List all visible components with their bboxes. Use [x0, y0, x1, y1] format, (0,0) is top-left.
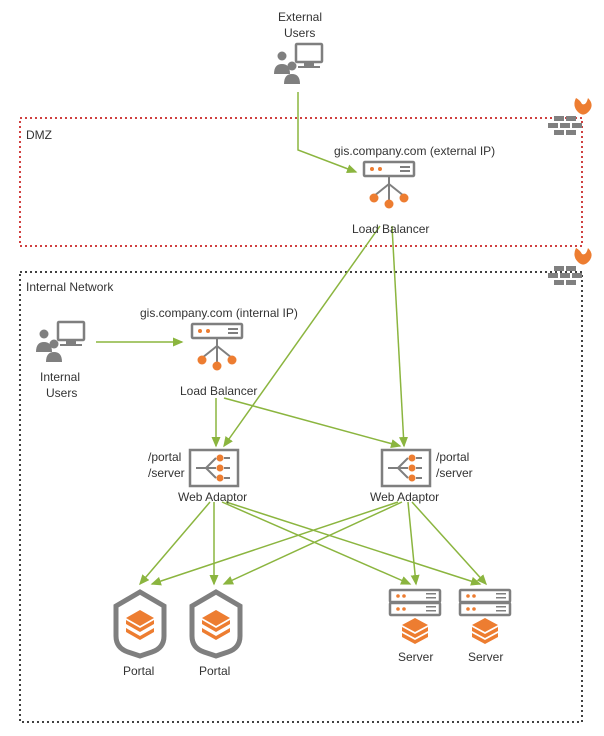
server1-label: Server — [398, 650, 433, 664]
wa2-r1: /portal — [436, 450, 469, 464]
edges — [96, 92, 486, 584]
portal1-label: Portal — [123, 664, 154, 678]
external-users-label-2: Users — [284, 26, 315, 40]
firewall-icon-2 — [548, 248, 592, 285]
wa1-l2: /server — [148, 466, 185, 480]
wa1-l1: /portal — [148, 450, 181, 464]
dmz-zone — [20, 118, 582, 246]
dmz-zone-label: DMZ — [26, 128, 52, 142]
internal-lb-icon — [192, 324, 242, 371]
external-users-label-1: External — [278, 10, 322, 24]
internal-zone-label: Internal Network — [26, 280, 113, 294]
internal-users-icon — [36, 322, 84, 362]
portal2-label: Portal — [199, 664, 230, 678]
server-1-icon — [390, 590, 440, 644]
wa1-bottom: Web Adaptor — [178, 490, 247, 504]
internal-lb-label-bottom: Load Balancer — [180, 384, 257, 398]
dmz-lb-icon — [364, 162, 414, 209]
internal-users-label-1: Internal — [40, 370, 80, 384]
web-adaptor-1-icon — [190, 450, 238, 486]
dmz-lb-label-bottom: Load Balancer — [352, 222, 429, 236]
dmz-lb-label-top: gis.company.com (external IP) — [334, 144, 495, 158]
server-2-icon — [460, 590, 510, 644]
portal-1-icon — [116, 592, 164, 656]
internal-users-label-2: Users — [46, 386, 77, 400]
web-adaptor-2-icon — [382, 450, 430, 486]
wa2-r2: /server — [436, 466, 473, 480]
server2-label: Server — [468, 650, 503, 664]
portal-2-icon — [192, 592, 240, 656]
diagram-canvas — [0, 0, 604, 736]
internal-lb-label-top: gis.company.com (internal IP) — [140, 306, 298, 320]
firewall-icon-1 — [548, 98, 592, 135]
external-users-icon — [274, 44, 322, 84]
wa2-bottom: Web Adaptor — [370, 490, 439, 504]
